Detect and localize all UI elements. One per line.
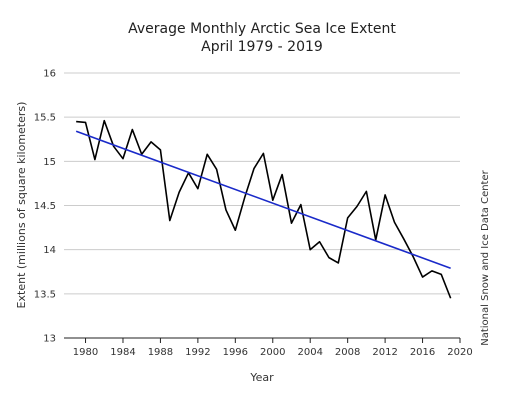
series-line-extent	[76, 119, 452, 299]
y-tick-label: 15.5	[34, 113, 56, 124]
x-tick-label: 1988	[148, 347, 173, 358]
source-credit: National Snow and Ice Data Center	[480, 169, 491, 345]
y-tick-label: 14.5	[34, 201, 56, 212]
y-tick-label: 14	[43, 245, 56, 256]
y-tick-label: 13.5	[34, 289, 56, 300]
x-tick-label: 2000	[260, 347, 285, 358]
x-tick-label: 2012	[372, 347, 397, 358]
ticks: 13 13.5 14 14.5 15 15.5 16 1980 1984 1988 1992 1996…	[34, 69, 473, 359]
x-tick-label: 2004	[297, 347, 322, 358]
series-line-trend	[75, 130, 451, 269]
x-tick-label: 1996	[223, 347, 248, 358]
x-axis-label: Year	[249, 371, 274, 384]
x-tick-label: 1980	[73, 347, 98, 358]
y-tick-label: 16	[43, 69, 56, 80]
y-tick-label: 15	[43, 157, 56, 168]
series	[75, 119, 452, 299]
x-tick-label: 2016	[410, 347, 435, 358]
x-tick-label: 1984	[110, 347, 135, 358]
chart-title: Average Monthly Arctic Sea Ice Extent	[128, 21, 396, 37]
y-axis-label: Extent (millions of square kilometers)	[15, 102, 28, 309]
chart-subtitle: April 1979 - 2019	[201, 39, 323, 55]
x-tick-label: 2020	[447, 347, 472, 358]
x-tick-label: 1992	[185, 347, 210, 358]
grid	[64, 72, 460, 339]
y-tick-label: 13	[43, 334, 56, 345]
x-tick-label: 2008	[335, 347, 360, 358]
